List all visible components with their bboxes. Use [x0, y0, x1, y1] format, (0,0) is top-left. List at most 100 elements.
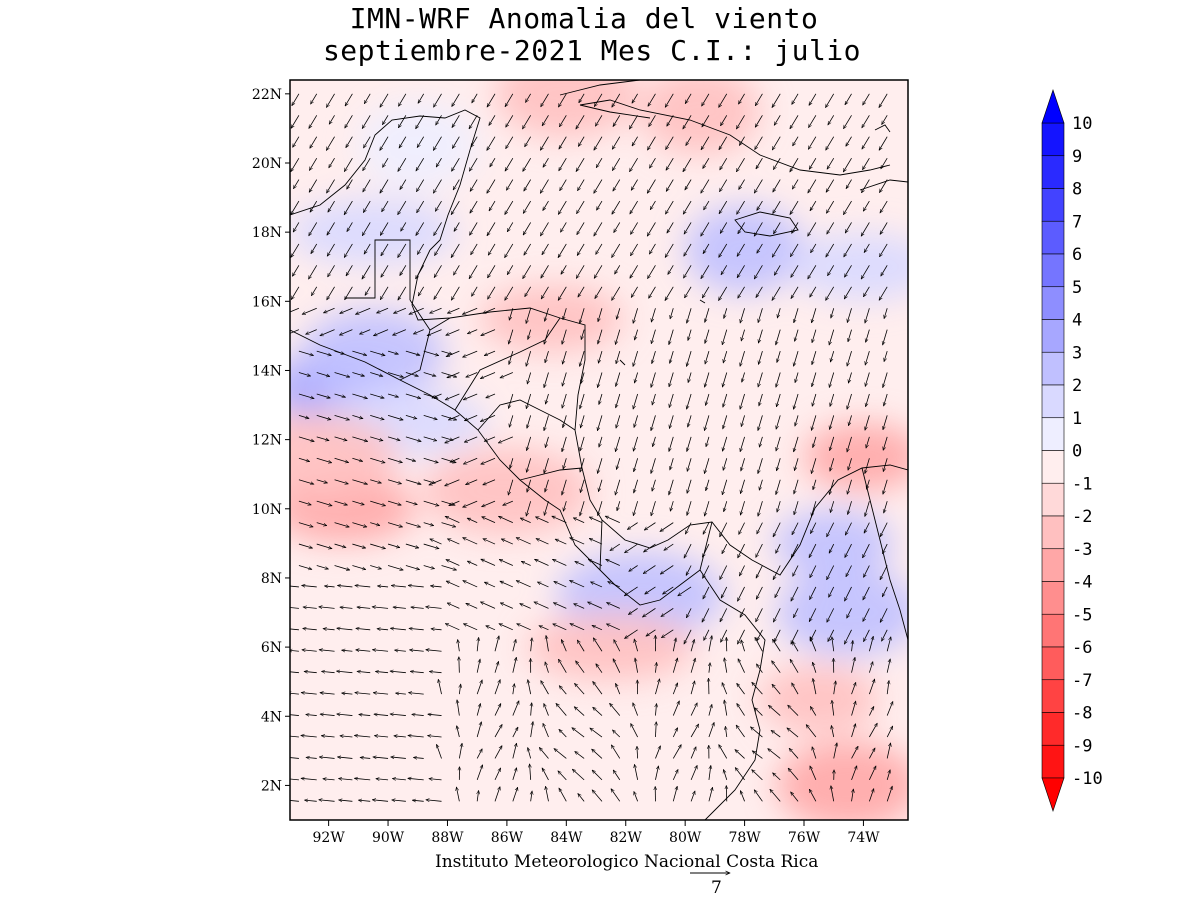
- wind-vector: [481, 457, 496, 464]
- wind-vector: [736, 115, 745, 129]
- wind-vector: [592, 770, 603, 781]
- wind-vector: [506, 136, 514, 149]
- lon-tick-label: 82W: [610, 830, 643, 846]
- wind-vector: [702, 586, 710, 599]
- wind-vector: [445, 479, 460, 486]
- wind-vector: [451, 286, 460, 300]
- wind-vector: [301, 778, 317, 780]
- wind-vector: [356, 650, 371, 651]
- wind-vector: [759, 479, 763, 491]
- wind-vector: [487, 179, 496, 194]
- wind-vector: [457, 726, 460, 738]
- wind-vector: [488, 286, 496, 299]
- wind-vector: [610, 543, 621, 551]
- wind-vector: [311, 243, 318, 254]
- wind-vector: [542, 243, 549, 255]
- wind-vector: [790, 543, 799, 558]
- wind-vector: [345, 286, 353, 300]
- wind-vector: [392, 779, 406, 780]
- wind-vector: [720, 222, 728, 233]
- wind-vector: [559, 729, 567, 738]
- wind-vector: [298, 565, 312, 569]
- wind-vector: [469, 115, 478, 129]
- wind-vector: [687, 479, 692, 494]
- wind-vector: [431, 629, 442, 630]
- wind-vector: [412, 714, 424, 715]
- wind-vector: [309, 157, 318, 170]
- wind-vector: [630, 222, 638, 234]
- wind-vector: [476, 680, 482, 695]
- wind-vector: [323, 307, 335, 313]
- wind-vector: [795, 329, 799, 342]
- wind-vector: [531, 638, 532, 652]
- wind-vector: [886, 659, 890, 673]
- wind-vector: [370, 415, 384, 419]
- wind-vector: [298, 415, 309, 418]
- wind-vector: [723, 769, 728, 781]
- wind-vector: [882, 543, 888, 554]
- wind-vector: [595, 286, 603, 299]
- wind-vector: [575, 560, 585, 566]
- wind-vector: [629, 115, 638, 129]
- wind-vector: [739, 565, 745, 575]
- wind-vector: [752, 751, 763, 759]
- wind-vector: [345, 93, 353, 106]
- wind-vector: [616, 372, 621, 387]
- wind-vector: [813, 436, 817, 448]
- wind-vector: [848, 501, 852, 514]
- wind-vector: [628, 608, 638, 614]
- wind-vector: [494, 661, 499, 673]
- wind-vector: [851, 701, 856, 716]
- wind-vector: [413, 329, 424, 334]
- wind-vector: [328, 265, 335, 277]
- wind-vector: [722, 372, 728, 387]
- wind-vector: [352, 500, 364, 505]
- wind-vector: [776, 415, 781, 429]
- wind-vector: [644, 543, 656, 552]
- wind-vector: [809, 93, 817, 106]
- wind-vector: [362, 115, 371, 128]
- anomaly-region: [758, 664, 879, 733]
- wind-vector: [505, 200, 514, 215]
- wind-vector: [484, 436, 496, 441]
- wind-vector: [334, 543, 346, 547]
- wind-vector: [738, 286, 745, 298]
- wind-vector: [423, 436, 437, 441]
- wind-vector: [449, 500, 460, 505]
- wind-vector: [337, 757, 353, 758]
- wind-vector: [826, 522, 835, 537]
- wind-vector: [545, 662, 549, 673]
- wind-vector: [527, 479, 532, 492]
- wind-vector: [772, 136, 781, 150]
- wind-vector: [883, 436, 888, 450]
- wind-vector: [560, 640, 567, 652]
- colorbar-label: 10: [1072, 114, 1092, 134]
- wind-vector: [612, 200, 621, 214]
- wind-vector: [775, 543, 781, 553]
- wind-vector: [688, 415, 692, 427]
- wind-vector: [523, 157, 532, 171]
- wind-vector: [470, 179, 478, 192]
- wind-vector: [499, 559, 513, 566]
- wind-vector: [508, 393, 514, 408]
- wind-vector: [577, 222, 585, 234]
- wind-vector: [291, 243, 300, 257]
- wind-vector: [887, 681, 889, 695]
- wind-vector: [382, 200, 389, 212]
- wind-vector: [505, 93, 514, 107]
- wind-vector: [544, 458, 549, 473]
- wind-vector: [810, 637, 817, 652]
- wind-vector: [826, 565, 835, 579]
- wind-vector: [738, 522, 745, 535]
- wind-vector: [423, 500, 439, 506]
- wind-vector: [862, 115, 870, 128]
- wind-vector: [477, 637, 478, 652]
- wind-vector: [672, 683, 677, 695]
- wind-vector: [615, 683, 621, 695]
- wind-vector: [370, 350, 385, 355]
- wind-vector: [881, 586, 888, 597]
- wind-vector: [593, 638, 603, 652]
- wind-vector: [862, 136, 870, 149]
- wind-vector: [427, 329, 442, 336]
- wind-vector: [605, 515, 620, 523]
